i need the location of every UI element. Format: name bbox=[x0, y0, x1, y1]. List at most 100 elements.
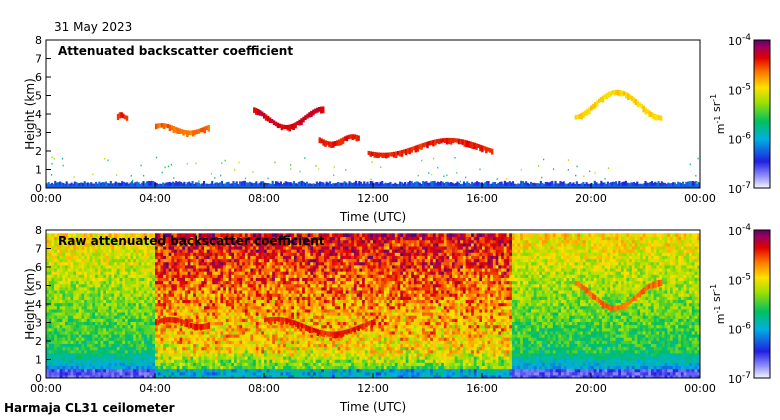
raw-cell bbox=[56, 352, 61, 357]
raw-cell bbox=[220, 267, 224, 272]
raw-cell bbox=[62, 274, 66, 278]
surface-layer-cell bbox=[476, 181, 479, 188]
raw-cell bbox=[105, 267, 110, 272]
raw-cell bbox=[253, 352, 257, 357]
raw-cell bbox=[231, 321, 235, 326]
raw-cell bbox=[81, 264, 85, 269]
raw-cell bbox=[283, 311, 287, 316]
raw-cell bbox=[73, 365, 77, 370]
raw-cell bbox=[103, 343, 107, 348]
raw-cell bbox=[247, 315, 251, 319]
raw-cell bbox=[261, 333, 265, 338]
raw-cell bbox=[75, 258, 80, 263]
raw-cell bbox=[209, 299, 213, 304]
raw-cell bbox=[220, 302, 224, 307]
raw-cell bbox=[70, 371, 74, 376]
raw-cell bbox=[119, 374, 123, 378]
raw-cell bbox=[212, 258, 216, 263]
surface-layer-cell bbox=[561, 182, 564, 188]
surface-layer-cell bbox=[175, 181, 178, 188]
raw-cell bbox=[223, 368, 227, 373]
raw-cell bbox=[250, 352, 254, 357]
sparse-echo bbox=[51, 162, 53, 165]
raw-cell bbox=[239, 374, 243, 378]
raw-cell bbox=[100, 267, 104, 272]
raw-cell bbox=[272, 296, 276, 300]
raw-cell bbox=[146, 249, 151, 253]
raw-cell bbox=[168, 296, 172, 300]
raw-cell bbox=[234, 315, 238, 319]
raw-cell bbox=[122, 261, 126, 266]
surface-layer-cell bbox=[302, 181, 305, 188]
surface-layer-cell bbox=[520, 180, 523, 188]
raw-cell bbox=[48, 311, 53, 316]
raw-cell bbox=[81, 368, 85, 373]
raw-cell bbox=[86, 327, 91, 332]
raw-cell bbox=[135, 352, 140, 357]
raw-cell bbox=[198, 330, 202, 335]
raw-cell bbox=[100, 258, 104, 263]
raw-cell bbox=[54, 274, 58, 278]
raw-cell bbox=[214, 293, 219, 297]
sparse-echo bbox=[583, 175, 585, 178]
raw-cell bbox=[285, 233, 290, 238]
raw-cell bbox=[54, 359, 58, 363]
raw-cell bbox=[231, 302, 235, 307]
raw-cell bbox=[285, 346, 290, 351]
raw-cell bbox=[67, 239, 72, 244]
cloud-cell bbox=[164, 123, 168, 128]
raw-cell bbox=[277, 333, 281, 338]
raw-cell bbox=[195, 346, 200, 351]
raw-cell bbox=[54, 280, 58, 285]
raw-cell bbox=[89, 283, 93, 288]
surface-layer-cell bbox=[152, 181, 155, 188]
surface-layer-cell bbox=[117, 182, 121, 188]
raw-cell bbox=[157, 271, 162, 275]
raw-cell bbox=[217, 239, 221, 244]
raw-cell bbox=[212, 368, 216, 373]
raw-cell bbox=[274, 255, 279, 260]
raw-cell bbox=[116, 327, 121, 332]
raw-cell bbox=[280, 289, 284, 294]
raw-cell bbox=[65, 293, 69, 297]
raw-cell bbox=[283, 349, 287, 354]
raw-cell bbox=[217, 355, 221, 360]
raw-cell bbox=[187, 274, 192, 278]
cloud-cell bbox=[162, 123, 166, 129]
raw-cell bbox=[171, 311, 175, 316]
raw-cell bbox=[280, 245, 284, 250]
raw-cell bbox=[81, 315, 85, 319]
raw-cell bbox=[111, 355, 115, 360]
raw-cell bbox=[70, 286, 74, 291]
raw-cell bbox=[125, 346, 129, 351]
raw-cell bbox=[144, 324, 148, 329]
raw-cell bbox=[165, 252, 170, 256]
raw-cell bbox=[97, 308, 102, 313]
raw-cell bbox=[239, 321, 243, 326]
raw-cell bbox=[95, 283, 99, 288]
sparse-echo bbox=[318, 168, 320, 170]
raw-cell bbox=[133, 343, 137, 348]
surface-layer-cell bbox=[389, 181, 392, 188]
raw-cell bbox=[127, 365, 132, 370]
raw-cell bbox=[152, 362, 156, 367]
raw-cell bbox=[220, 349, 224, 354]
raw-cell bbox=[274, 261, 279, 266]
raw-cell bbox=[70, 236, 74, 241]
raw-cell bbox=[146, 327, 151, 332]
raw-cell bbox=[190, 349, 194, 354]
raw-cell bbox=[92, 315, 96, 319]
raw-cell bbox=[168, 255, 172, 260]
raw-cell bbox=[46, 355, 50, 360]
raw-cell bbox=[46, 352, 50, 357]
raw-cell bbox=[212, 359, 216, 363]
raw-cell bbox=[149, 283, 153, 288]
raw-cell bbox=[46, 258, 50, 263]
raw-cell bbox=[168, 252, 172, 256]
raw-cell bbox=[285, 296, 290, 300]
raw-cell bbox=[78, 374, 83, 378]
raw-cell bbox=[266, 305, 271, 310]
cloud-cell bbox=[394, 151, 398, 159]
raw-cell bbox=[70, 318, 74, 322]
surface-layer-cell bbox=[492, 181, 495, 188]
